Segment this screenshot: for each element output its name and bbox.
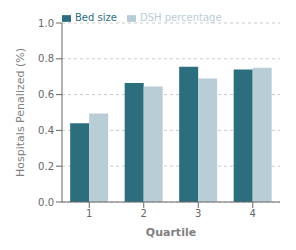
svg-text:3: 3 <box>195 208 201 219</box>
svg-text:0.0: 0.0 <box>38 197 54 208</box>
svg-text:Quartile: Quartile <box>146 226 196 239</box>
svg-text:Hospitals Penalized (%): Hospitals Penalized (%) <box>14 48 27 177</box>
svg-text:0.8: 0.8 <box>38 53 54 64</box>
svg-text:0.4: 0.4 <box>38 125 54 136</box>
svg-text:2: 2 <box>141 208 147 219</box>
html-text:Bed size: Bed size <box>75 12 117 23</box>
svg-text:4: 4 <box>250 208 256 219</box>
html-text:DSH percentage: DSH percentage <box>139 12 222 23</box>
svg-text:0.2: 0.2 <box>38 161 54 172</box>
svg-text:0.6: 0.6 <box>38 89 54 100</box>
svg-text:1: 1 <box>86 208 92 219</box>
svg-text:1.0: 1.0 <box>38 18 54 29</box>
